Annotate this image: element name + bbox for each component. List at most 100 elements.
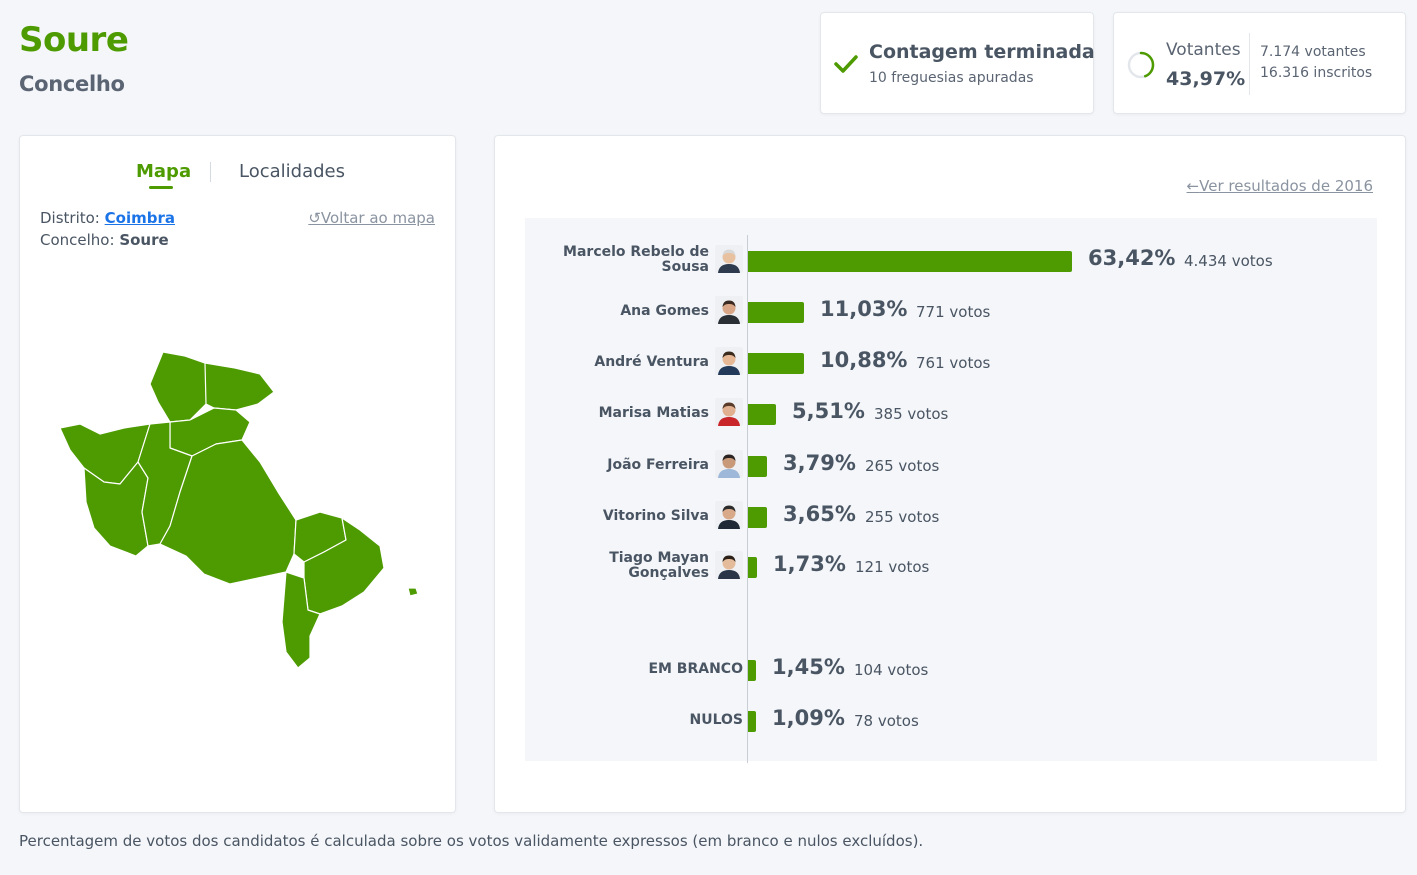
result-votes: 761 votos [916,354,991,372]
candidate-name-line: Sousa [661,259,709,275]
result-percentage: 5,51% [792,399,865,423]
candidate-name: João Ferreira [529,458,709,473]
turnout-card: Votantes 43,97% 7.174 votantes 16.316 in… [1113,12,1406,114]
result-votes: 121 votos [855,558,930,576]
candidate-avatar [715,398,743,426]
candidate-avatar [715,296,743,324]
tab-divider [210,162,211,182]
turnout-pct: 43,97% [1166,68,1246,90]
result-percentage: 3,79% [783,451,856,475]
concelho-value: Soure [119,231,169,249]
parish-region[interactable] [204,362,275,411]
candidate-name-line: João Ferreira [607,457,709,473]
candidate-name: Tiago Mayan Gonçalves [529,551,709,581]
candidate-name-line: Ana Gomes [620,303,709,319]
result-percentage: 1,73% [773,552,846,576]
candidate-name: Vitorino Silva [529,509,709,524]
candidate-avatar [715,551,743,579]
tab-localities[interactable]: Localidades [239,161,345,182]
footnote: Percentagem de votos dos candidatos é ca… [19,832,924,850]
candidate-name-line: André Ventura [594,354,709,370]
back-to-map-link[interactable]: ↺Voltar ao mapa [308,209,435,227]
result-votes: 4.434 votos [1184,252,1273,270]
page-title: Soure [19,20,129,60]
chart-axis [747,235,748,763]
result-percentage: 1,45% [772,655,845,679]
tab-map-indicator [149,186,173,189]
arrow-left-icon: ← [1186,177,1200,195]
results-chart: Marcelo Rebelo de Sousa 63,42% 4.434 votos A… [525,218,1377,763]
result-bar [748,456,767,477]
result-percentage: 63,42% [1088,246,1176,270]
candidate-row: Vitorino Silva 3,65% 255 votos [525,496,1377,536]
result-bar [748,660,756,681]
candidate-name-line: Marisa Matias [598,405,709,421]
turnout-label: Votantes [1166,40,1241,60]
candidate-name-line: Tiago Mayan [609,550,709,566]
result-bar [748,557,757,578]
candidate-name-line: Vitorino Silva [602,508,709,524]
candidate-name: André Ventura [529,355,709,370]
result-percentage: 3,65% [783,502,856,526]
previous-results-link[interactable]: ←Ver resultados de 2016 [1187,177,1373,195]
check-icon [834,55,858,73]
candidate-name: Ana Gomes [529,304,709,319]
parish-region[interactable] [281,571,321,669]
count-status-sub: 10 freguesias apuradas [869,70,1034,86]
candidate-name: NULOS [689,712,744,728]
candidate-row: João Ferreira 3,79% 265 votos [525,445,1377,485]
candidate-name-line: Gonçalves [628,565,709,581]
parish-region[interactable] [149,351,219,423]
concelho-label: Concelho: [40,231,115,249]
result-bar [748,711,756,732]
parish-region[interactable] [407,587,419,597]
candidate-name-line: Marcelo Rebelo de [563,244,709,260]
candidate-avatar [715,501,743,529]
blank-null-row: NULOS 1,09% 78 votos [525,700,1377,740]
candidate-row: André Ventura 10,88% 761 votos [525,342,1377,382]
turnout-divider [1249,33,1250,95]
blank-null-row: EM BRANCO 1,45% 104 votos [525,649,1377,689]
result-bar [748,251,1072,272]
registered-count: 16.316 inscritos [1260,65,1373,81]
previous-results-label: Ver resultados de 2016 [1199,177,1373,195]
count-status-card: Contagem terminada 10 freguesias apurada… [820,12,1095,114]
back-to-map-label: Voltar ao mapa [320,209,435,227]
candidate-name: Marcelo Rebelo de Sousa [529,245,709,275]
turnout-ring-icon [1127,51,1155,79]
candidate-name: Marisa Matias [529,406,709,421]
page-subtitle: Concelho [19,72,125,96]
undo-icon: ↺ [308,209,321,227]
candidate-avatar [715,347,743,375]
result-percentage: 11,03% [820,297,908,321]
result-votes: 78 votos [854,712,919,730]
candidate-row: Tiago Mayan Gonçalves 1,73% 121 votos [525,546,1377,586]
result-percentage: 10,88% [820,348,908,372]
result-votes: 265 votos [865,457,940,475]
result-votes: 771 votos [916,303,991,321]
result-bar [748,353,804,374]
result-percentage: 1,09% [772,706,845,730]
tab-map[interactable]: Mapa [136,161,192,182]
candidate-name: EM BRANCO [648,661,743,677]
map-panel: Mapa Localidades Distrito: Coimbra Conce… [19,135,456,813]
candidate-row: Marisa Matias 5,51% 385 votos [525,393,1377,433]
candidate-avatar [715,245,743,273]
candidate-avatar [715,450,743,478]
district-info: Distrito: Coimbra [40,209,175,227]
concelho-info: Concelho: Soure [40,231,169,249]
result-votes: 255 votos [865,508,940,526]
result-bar [748,404,776,425]
candidate-row: Ana Gomes 11,03% 771 votos [525,291,1377,331]
result-bar [748,302,804,323]
result-bar [748,507,767,528]
parish-map[interactable] [20,316,457,696]
candidate-row: Marcelo Rebelo de Sousa 63,42% 4.434 votos [525,240,1377,280]
parish-region[interactable] [159,439,297,585]
voters-count: 7.174 votantes [1260,44,1366,60]
result-votes: 385 votos [874,405,949,423]
district-link[interactable]: Coimbra [104,209,175,227]
count-status-title: Contagem terminada [869,41,1095,63]
result-votes: 104 votos [854,661,929,679]
district-label: Distrito: [40,209,100,227]
